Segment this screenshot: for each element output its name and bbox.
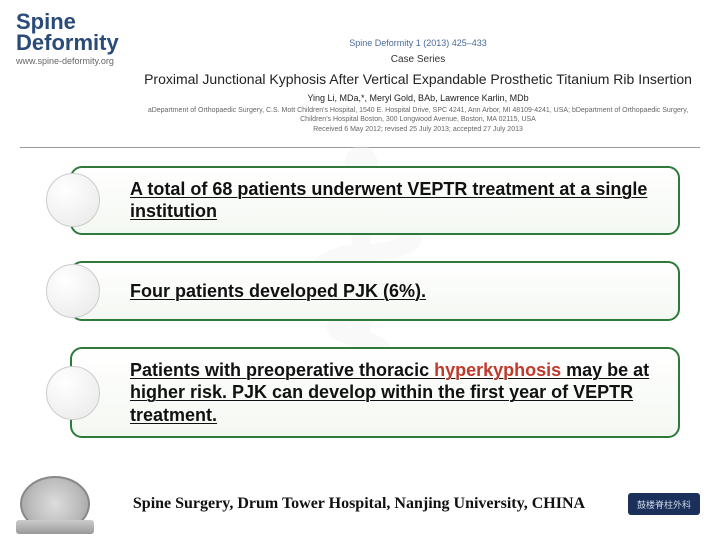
footer: Spine Surgery, Drum Tower Hospital, Nanj… — [0, 476, 720, 532]
footer-affiliation: Spine Surgery, Drum Tower Hospital, Nanj… — [90, 495, 628, 513]
paper-header: Spine Deformity www.spine-deformity.org … — [0, 0, 720, 141]
bullet-3-pre: Patients with preoperative thoracic — [130, 360, 434, 380]
journal-url: www.spine-deformity.org — [16, 56, 700, 66]
bullet-item-2: Four patients developed PJK (6%). — [70, 261, 680, 321]
paper-authors: Ying Li, MDa,*, Meryl Gold, BAb, Lawrenc… — [136, 93, 700, 103]
bullet-text-1: A total of 68 patients underwent VEPTR t… — [130, 178, 660, 223]
paper-dates: Received 6 May 2012; revised 25 July 201… — [136, 126, 700, 133]
bullet-marker — [46, 366, 100, 420]
paper-affiliations: aDepartment of Orthopaedic Surgery, C.S.… — [136, 106, 700, 124]
hospital-seal-icon — [20, 476, 90, 532]
bullet-text-3: Patients with preoperative thoracic hype… — [130, 359, 660, 427]
bullet-item-3: Patients with preoperative thoracic hype… — [70, 347, 680, 439]
paper-title: Proximal Junctional Kyphosis After Verti… — [136, 71, 700, 87]
footer-badge: 鼓楼脊柱外科 — [628, 493, 700, 515]
bullet-3-highlight: hyperkyphosis — [434, 360, 561, 380]
bullet-marker — [46, 264, 100, 318]
bullet-item-1: A total of 68 patients underwent VEPTR t… — [70, 166, 680, 235]
bullet-marker — [46, 173, 100, 227]
bullet-text-2: Four patients developed PJK (6%). — [130, 280, 426, 303]
bullet-list: A total of 68 patients underwent VEPTR t… — [0, 148, 720, 439]
